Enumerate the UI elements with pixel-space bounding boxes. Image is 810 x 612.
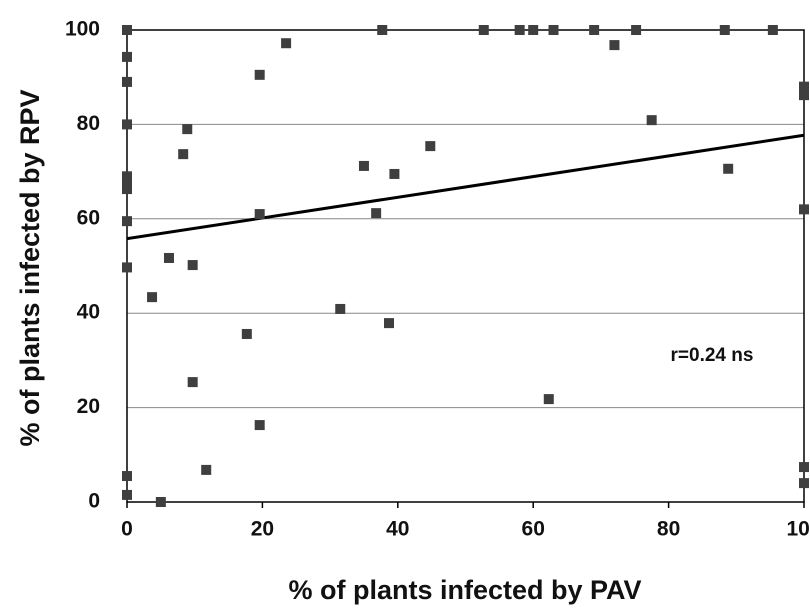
point bbox=[799, 462, 809, 473]
point bbox=[799, 90, 809, 101]
x-tick-label: 40 bbox=[386, 518, 409, 541]
point bbox=[799, 478, 809, 489]
point bbox=[147, 292, 158, 303]
point bbox=[425, 141, 436, 152]
point bbox=[254, 209, 265, 220]
point bbox=[719, 25, 730, 35]
trendline bbox=[126, 133, 805, 241]
point bbox=[155, 497, 166, 507]
y-tick-label: 0 bbox=[88, 490, 100, 513]
point bbox=[514, 25, 525, 35]
point bbox=[122, 489, 132, 500]
point bbox=[589, 25, 600, 35]
point bbox=[383, 318, 394, 329]
point bbox=[281, 38, 292, 49]
point bbox=[187, 260, 198, 271]
point bbox=[389, 168, 400, 179]
point bbox=[254, 69, 265, 80]
point bbox=[767, 25, 778, 35]
point bbox=[377, 25, 388, 35]
point bbox=[335, 303, 346, 314]
plot-frame bbox=[126, 29, 805, 503]
y-tick-label: 20 bbox=[77, 395, 100, 418]
point bbox=[241, 328, 252, 339]
point bbox=[528, 25, 539, 35]
x-axis-label: % of plants infected by PAV bbox=[288, 575, 641, 605]
point bbox=[358, 160, 369, 171]
point bbox=[254, 420, 265, 431]
point bbox=[122, 184, 132, 195]
point bbox=[122, 216, 132, 227]
point bbox=[122, 25, 132, 35]
point bbox=[122, 471, 132, 482]
y-tick-label: 40 bbox=[77, 301, 100, 324]
point bbox=[122, 262, 132, 273]
point bbox=[799, 81, 809, 92]
point bbox=[799, 204, 809, 215]
x-tick-label: 60 bbox=[522, 518, 545, 541]
point bbox=[548, 25, 559, 35]
point bbox=[122, 76, 132, 87]
x-tick-label: 20 bbox=[251, 518, 274, 541]
point bbox=[122, 176, 132, 187]
point bbox=[163, 252, 174, 263]
point bbox=[478, 25, 489, 35]
point bbox=[646, 115, 657, 126]
point bbox=[122, 171, 132, 182]
point bbox=[201, 464, 212, 475]
point bbox=[122, 51, 132, 62]
x-tick-label: 100 bbox=[786, 518, 810, 541]
y-tick-label: 80 bbox=[77, 112, 100, 135]
x-tick-label: 0 bbox=[121, 518, 133, 541]
point bbox=[187, 377, 198, 388]
y-axis-label: % of plants infected by RPV bbox=[15, 89, 45, 446]
y-tick-label: 100 bbox=[65, 18, 100, 41]
point bbox=[182, 124, 193, 135]
point bbox=[609, 40, 620, 51]
point bbox=[631, 25, 642, 35]
point bbox=[543, 394, 554, 405]
point bbox=[371, 208, 382, 219]
annotation: r=0.24 ns bbox=[671, 345, 754, 366]
point bbox=[723, 163, 734, 174]
point bbox=[122, 119, 132, 130]
x-tick-label: 80 bbox=[657, 518, 680, 541]
point bbox=[178, 149, 189, 160]
y-tick-label: 60 bbox=[77, 206, 100, 229]
